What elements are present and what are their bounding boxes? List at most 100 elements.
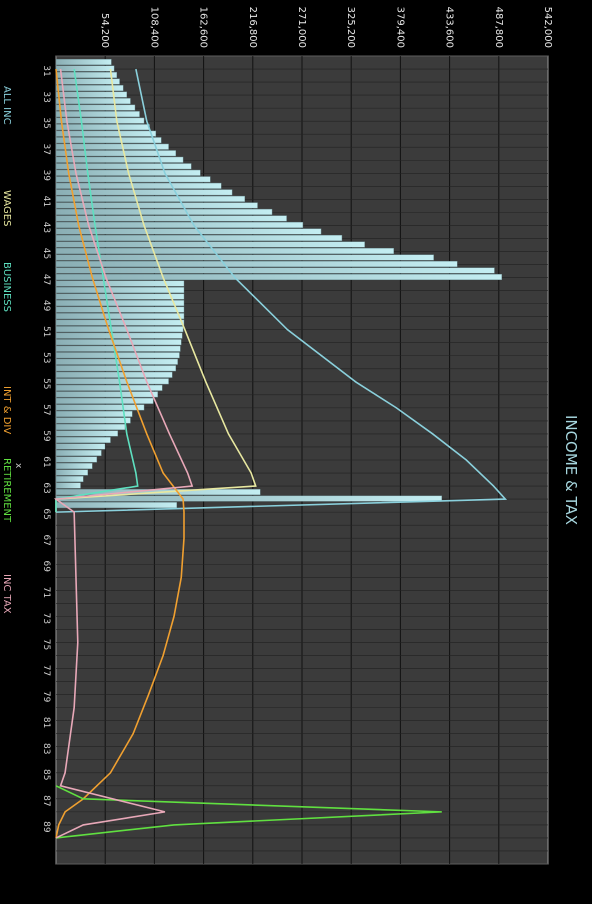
x-tick-label: 39: [41, 170, 51, 182]
y-tick-label: 216,800: [247, 7, 258, 48]
x-tick-label: 49: [41, 300, 51, 312]
income-bar: [55, 189, 233, 196]
legend-item: ALL INC: [1, 86, 12, 125]
x-tick-label: 63: [41, 482, 51, 493]
chart-title: INCOME & TAX: [562, 415, 580, 525]
income-bar: [55, 345, 181, 352]
series-line-retirement: [55, 785, 442, 839]
income-bar: [55, 287, 185, 294]
legend-item: RETIREMENT: [1, 458, 12, 523]
x-tick-label: 37: [41, 143, 51, 154]
x-tick-label: 51: [41, 326, 51, 337]
income-bar: [55, 476, 84, 483]
y-tick-label: 271,000: [296, 7, 307, 48]
x-tick-label: 69: [41, 561, 51, 573]
income-bar: [55, 72, 118, 79]
income-bar: [55, 332, 183, 339]
x-axis-marker: x: [13, 463, 23, 469]
income-bar: [55, 163, 192, 170]
income-bar: [55, 182, 222, 189]
lines: [53, 68, 508, 839]
y-tick-label: 487,800: [493, 7, 504, 48]
y-tick-label: 542,000: [542, 7, 553, 48]
x-tick-label: 45: [41, 248, 51, 259]
series-line-business: [55, 68, 139, 513]
income-bar: [55, 469, 88, 476]
x-tick-label: 81: [41, 717, 51, 728]
income-bar: [55, 143, 169, 150]
income-bar: [55, 410, 133, 417]
y-tick-label: 433,600: [444, 7, 455, 48]
series-line-inc-tax: [53, 68, 194, 839]
income-bar: [55, 221, 304, 228]
legend-item: INT & DIV: [1, 386, 12, 434]
income-bar: [55, 254, 434, 261]
income-bar: [55, 130, 157, 137]
x-tick-label: 61: [41, 456, 51, 467]
income-bar: [55, 59, 112, 65]
series-line-wages: [55, 68, 257, 513]
x-tick-label: 67: [41, 534, 51, 545]
income-bar: [55, 65, 115, 72]
x-tick-label: 33: [41, 91, 51, 102]
x-tick-label: 73: [41, 613, 51, 624]
x-tick-label: 85: [41, 769, 51, 780]
income-bar: [55, 156, 184, 163]
x-ticks: 31 33 35 37 39 41 43 45 47 49 51 53 55 57 59 61 63 65 67 69…: [41, 65, 51, 833]
income-bar: [55, 215, 287, 222]
income-bar: [55, 423, 126, 430]
income-bar: [55, 202, 258, 209]
x-tick-label: 89: [41, 821, 51, 833]
income-bar: [55, 85, 124, 92]
income-bar: [55, 417, 131, 424]
income-bar: [55, 404, 145, 411]
x-tick-label: 71: [41, 587, 51, 598]
legend-item: WAGES: [1, 190, 12, 226]
y-ticks: 54,200 108,400 162,600 216,800 271,000 325,20…: [99, 7, 553, 48]
income-bar: [55, 371, 173, 378]
income-bar: [55, 463, 93, 469]
income-bar: [55, 293, 185, 300]
x-tick-label: 79: [41, 691, 51, 703]
income-bar: [55, 208, 273, 215]
x-tick-label: 75: [41, 639, 51, 650]
income-bar: [55, 326, 184, 333]
income-bar: [55, 274, 502, 281]
income-bar: [55, 98, 131, 105]
y-tick-label: 54,200: [99, 13, 110, 48]
x-tick-label: 65: [41, 508, 51, 519]
income-bar: [55, 111, 140, 118]
income-bar: [55, 365, 177, 372]
series-line-all-inc: [55, 68, 508, 513]
x-tick-label: 83: [41, 743, 51, 754]
income-bar: [55, 261, 458, 267]
income-bar: [55, 104, 136, 111]
income-bar: [55, 234, 343, 241]
x-tick-label: 41: [41, 196, 51, 207]
income-bar: [55, 450, 102, 456]
x-tick-label: 31: [41, 65, 51, 76]
income-bar: [55, 436, 111, 443]
income-bar: [55, 137, 162, 144]
x-tick-label: 77: [41, 665, 51, 676]
x-tick-label: 47: [41, 274, 51, 285]
series-line-int-div: [55, 68, 185, 839]
income-bar: [55, 495, 442, 502]
income-bar: [55, 91, 128, 98]
x-tick-label: 57: [41, 404, 51, 415]
x-tick-label: 55: [41, 378, 51, 389]
x-tick-label: 59: [41, 430, 51, 442]
y-tick-label: 325,200: [345, 7, 356, 48]
grid: [56, 55, 548, 865]
x-tick-label: 35: [41, 117, 51, 128]
income-bar: [55, 502, 177, 509]
income-bar: [55, 482, 81, 489]
legend: ALL INC WAGES BUSINESS INT & DIV RETIREMENT I…: [1, 86, 12, 614]
income-bar: [55, 391, 158, 398]
income-bar: [55, 267, 495, 274]
income-bar: [55, 117, 145, 124]
x-tick-label: 87: [41, 795, 51, 806]
income-bar: [55, 397, 154, 404]
